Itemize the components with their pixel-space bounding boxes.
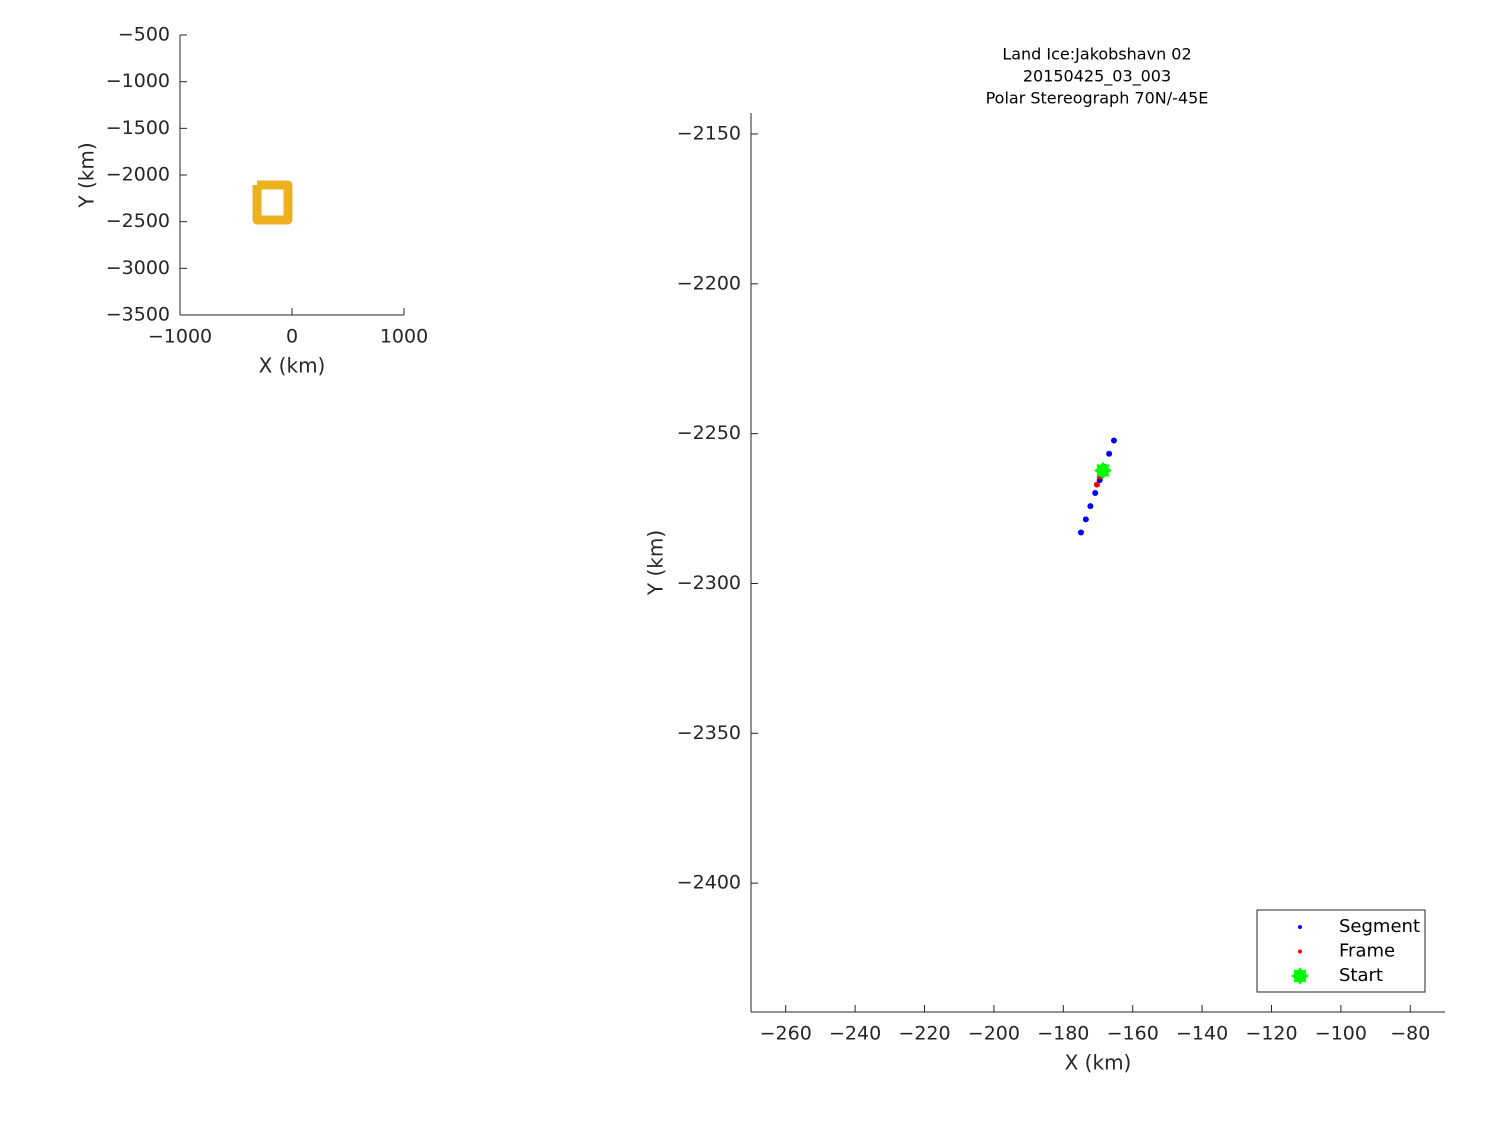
chart-title: 20150425_03_003 (1023, 67, 1171, 87)
legend-label: Start (1339, 965, 1383, 986)
legend-marker (1298, 925, 1302, 929)
point (1106, 450, 1113, 457)
legend-label: Segment (1339, 916, 1420, 937)
legend-marker (1298, 949, 1302, 954)
y-tick-label: −2400 (677, 872, 741, 894)
x-tick-label: −200 (968, 1023, 1020, 1045)
x-tick-label: −120 (1245, 1023, 1297, 1045)
x-tick-label: −80 (1390, 1023, 1430, 1045)
point (1093, 481, 1100, 488)
y-tick-label: −1000 (106, 70, 170, 92)
legend-marker (1291, 967, 1309, 985)
x-tick-label: −160 (1107, 1023, 1159, 1045)
legend-box (1256, 909, 1426, 993)
y-tick-label: −2200 (677, 272, 741, 294)
y-axis-label: Y (km) (75, 142, 99, 208)
y-tick-label: −3000 (106, 257, 170, 279)
chart-title: Land Ice:Jakobshavn 02 (1002, 45, 1191, 64)
x-tick-label: −180 (1037, 1023, 1089, 1045)
y-tick-label: −2300 (677, 572, 741, 594)
x-axis-label: X (km) (1065, 1051, 1132, 1075)
y-tick-label: −2350 (677, 722, 741, 744)
point (1110, 437, 1117, 444)
y-tick-label: −2250 (677, 422, 741, 444)
x-tick-label: −1000 (148, 326, 212, 348)
x-tick-label: −260 (760, 1023, 812, 1045)
y-axis-label: Y (km) (644, 530, 668, 596)
point (1087, 503, 1094, 510)
legend-label: Frame (1339, 941, 1395, 962)
point (1092, 489, 1099, 496)
point (1082, 516, 1089, 523)
x-tick-label: −100 (1315, 1023, 1367, 1045)
x-tick-label: −140 (1176, 1023, 1228, 1045)
x-tick-label: −220 (898, 1023, 950, 1045)
y-tick-label: −2500 (106, 210, 170, 232)
y-tick-label: −2150 (677, 122, 741, 144)
outline (252, 180, 293, 225)
chart-title: Polar Stereograph 70N/-45E (986, 89, 1209, 108)
y-tick-label: −1500 (106, 117, 170, 139)
start-marker (1094, 461, 1112, 480)
y-tick-label: −2000 (106, 164, 170, 186)
x-tick-label: −240 (829, 1023, 881, 1045)
y-tick-label: −3500 (106, 304, 170, 326)
point (1077, 529, 1084, 536)
x-tick-label: 0 (286, 326, 298, 348)
x-axis-label: X (km) (259, 354, 326, 378)
x-tick-label: 1000 (380, 326, 428, 348)
y-tick-label: −500 (118, 24, 170, 46)
